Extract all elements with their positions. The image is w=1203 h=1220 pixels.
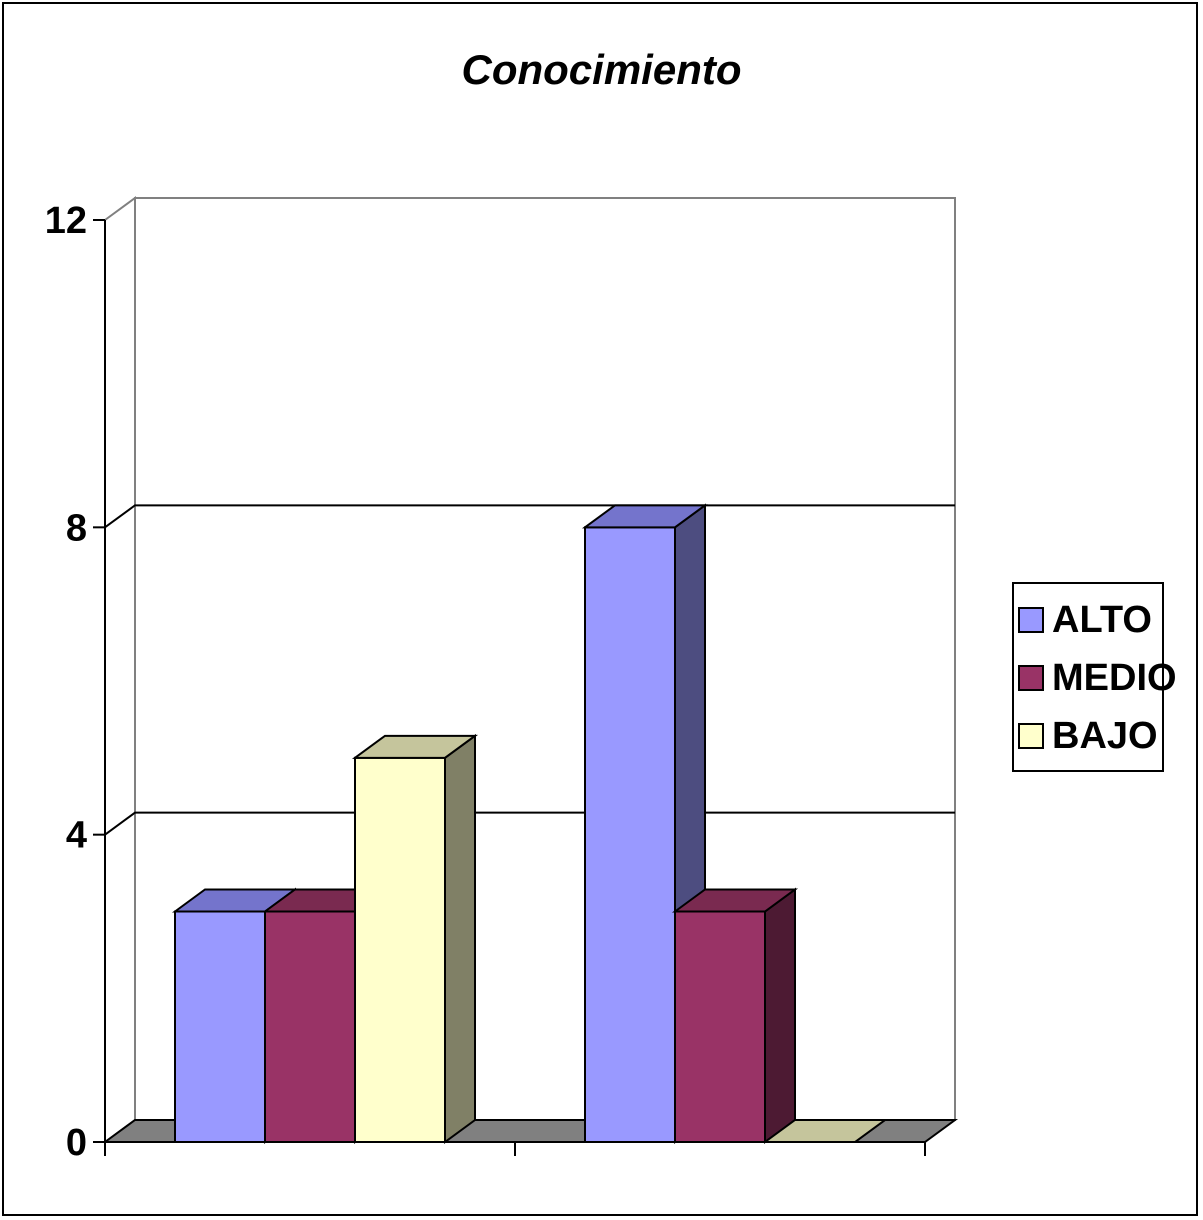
bar-medio-2-top xyxy=(671,888,799,913)
chart-title: Conocimiento xyxy=(461,46,742,93)
legend-label: ALTO xyxy=(1052,598,1152,641)
bar-bajo-1 xyxy=(354,756,446,1143)
chart-legend: ALTO MEDIO BAJO xyxy=(1012,582,1177,772)
bar-bajo-1-top xyxy=(351,734,479,759)
bar-alto-2-top xyxy=(581,504,709,529)
bar-medio-2 xyxy=(674,910,766,1143)
y-tick-label: 4 xyxy=(66,815,87,857)
legend-item-alto: ALTO xyxy=(1018,598,1152,642)
legend-label: BAJO xyxy=(1052,714,1158,757)
legend-swatch xyxy=(1018,607,1044,633)
bar-bajo-1-side xyxy=(444,733,476,1144)
side-wall xyxy=(104,196,136,1144)
y-tick-label: 12 xyxy=(45,200,87,242)
legend-item-bajo: BAJO xyxy=(1018,714,1158,758)
y-tick-label: 0 xyxy=(66,1122,87,1164)
legend-label: MEDIO xyxy=(1052,656,1177,699)
legend-swatch xyxy=(1018,665,1044,691)
legend-swatch xyxy=(1018,723,1044,749)
bar-medio-1 xyxy=(264,910,356,1143)
bar-alto-2 xyxy=(584,526,676,1143)
bar-medio-2-side xyxy=(764,887,796,1144)
bar-alto-1 xyxy=(174,910,266,1143)
y-tick-label: 8 xyxy=(66,507,87,549)
legend-item-medio: MEDIO xyxy=(1018,656,1177,700)
